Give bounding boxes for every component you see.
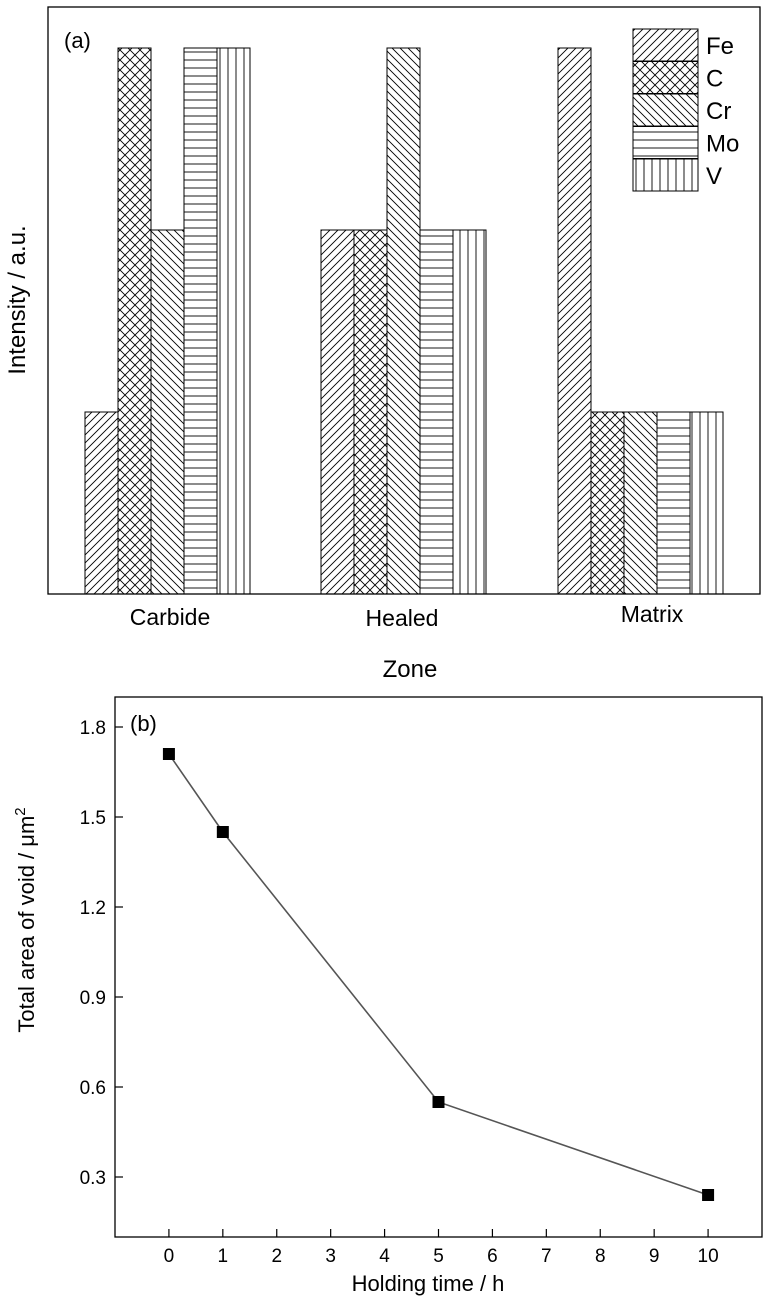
x-tick-label-3: 3 <box>325 1246 336 1267</box>
panel-b-label: (b) <box>130 711 157 736</box>
panel-a-bars <box>84 47 724 595</box>
panel-b-y-axis-label-text: Total area of void / μm <box>14 816 39 1033</box>
data-point-10h <box>702 1189 715 1201</box>
y-tick-label-0.6: 0.6 <box>80 1078 106 1099</box>
bar-carbide-v <box>216 47 251 595</box>
category-label-carbide: Carbide <box>130 604 211 630</box>
y-tick-label-1.5: 1.5 <box>80 808 106 829</box>
bar-healed-c <box>353 229 388 595</box>
y-tick-label-0.3: 0.3 <box>80 1168 106 1189</box>
panel-b-y-ticks: 0.3 0.6 0.9 1.2 1.5 1.8 <box>80 718 123 1189</box>
panel-b-line-chart: (b) 0 1 2 3 4 5 6 7 8 9 10 0.3 0.6 0.9 1.2 1.5 1.8 Hold… <box>12 696 763 1296</box>
bar-healed-cr <box>386 47 421 595</box>
x-tick-label-7: 7 <box>541 1246 552 1267</box>
bar-carbide-c <box>117 47 152 595</box>
panel-b-x-axis-label: Holding time / h <box>352 1271 505 1296</box>
legend-label-v: V <box>706 163 722 190</box>
y-tick-label-0.9: 0.9 <box>80 988 106 1009</box>
category-label-healed: Healed <box>366 605 439 631</box>
panel-a-legend: Fe C Cr Mo V <box>632 28 739 192</box>
x-tick-label-0: 0 <box>164 1246 175 1267</box>
x-tick-label-2: 2 <box>271 1246 282 1267</box>
legend-swatch-v <box>632 158 699 192</box>
y-tick-label-1.2: 1.2 <box>80 898 106 919</box>
bar-carbide-mo <box>183 47 218 595</box>
bar-carbide-fe <box>84 411 119 595</box>
legend-swatch-cr <box>632 93 699 127</box>
bar-matrix-c <box>590 411 625 595</box>
bar-matrix-mo <box>656 411 691 595</box>
panel-b-y-axis-label-superscript: 2 <box>12 807 29 815</box>
panel-a-y-axis-label: Intensity / a.u. <box>4 225 31 374</box>
y-tick-label-1.8: 1.8 <box>80 718 106 739</box>
x-tick-label-10: 10 <box>698 1246 719 1267</box>
legend-label-c: C <box>706 66 723 93</box>
bar-carbide-cr <box>150 229 185 595</box>
panel-b-x-ticks: 0 1 2 3 4 5 6 7 8 9 10 <box>164 1229 719 1267</box>
bar-healed-fe <box>320 229 355 595</box>
data-point-5h <box>432 1096 445 1108</box>
legend-swatch-c <box>632 61 699 94</box>
panel-a-bar-chart: (a) Carbide Healed Matrix Zone Intensity /… <box>4 6 761 683</box>
legend-label-cr: Cr <box>706 98 731 125</box>
x-tick-label-6: 6 <box>487 1246 498 1267</box>
bar-healed-mo <box>419 229 454 595</box>
legend-swatch-fe <box>632 28 699 62</box>
bar-matrix-v <box>689 411 724 595</box>
x-tick-label-1: 1 <box>218 1246 229 1267</box>
legend-label-mo: Mo <box>706 131 739 158</box>
x-tick-label-9: 9 <box>649 1246 660 1267</box>
panel-a-category-labels: Carbide Healed Matrix <box>130 601 684 631</box>
legend-label-fe: Fe <box>706 33 734 60</box>
bar-matrix-cr <box>623 411 658 595</box>
panel-b-series <box>162 748 715 1201</box>
legend-swatch-mo <box>632 126 699 159</box>
data-point-1h <box>216 826 229 838</box>
panel-a-x-axis-label: Zone <box>383 656 438 683</box>
panel-a-label: (a) <box>64 28 91 53</box>
series-line <box>168 753 709 1196</box>
x-tick-label-8: 8 <box>595 1246 606 1267</box>
bar-matrix-fe <box>557 47 592 595</box>
panel-b-plot-frame <box>114 696 763 1238</box>
data-point-0h <box>162 748 175 760</box>
panel-b-y-axis-label: Total area of void / μm2 <box>12 807 39 1032</box>
category-label-matrix: Matrix <box>621 601 684 627</box>
bar-healed-v <box>452 229 487 595</box>
x-tick-label-5: 5 <box>433 1246 444 1267</box>
x-tick-label-4: 4 <box>379 1246 390 1267</box>
